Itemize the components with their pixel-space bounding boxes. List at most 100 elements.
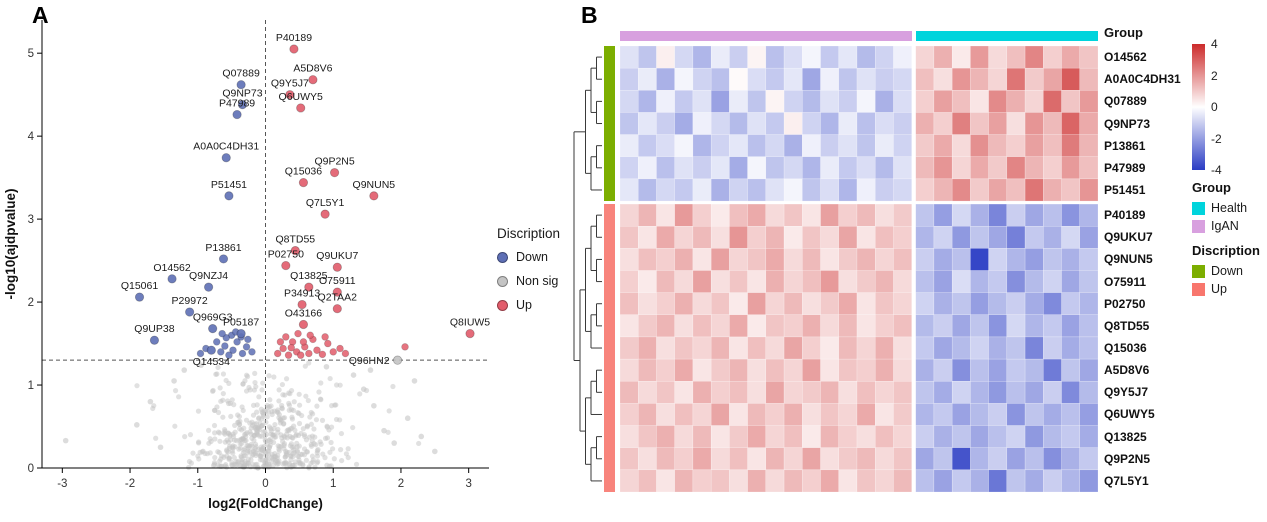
svg-text:Q15036: Q15036: [285, 166, 323, 178]
svg-text:P34913: P34913: [284, 288, 320, 300]
svg-text:Q07889: Q07889: [222, 68, 260, 80]
legend-item-igan: IgAN: [1192, 219, 1262, 233]
colorbar-tick-label: 4: [1211, 37, 1218, 51]
heatmap-row-label: Q13825: [1104, 429, 1147, 444]
svg-text:P29972: P29972: [172, 295, 208, 307]
health-annotation-segment: [915, 31, 1098, 41]
legend-item-health: Health: [1192, 201, 1262, 215]
legend-label-down: Down: [516, 250, 548, 264]
heatmap-row-label: P51451: [1104, 182, 1146, 197]
svg-text:3: 3: [465, 478, 471, 490]
svg-text:Q2TAA2: Q2TAA2: [318, 292, 358, 304]
row-annotation-bar: [604, 46, 615, 492]
heatmap-row-label: Q8TD55: [1104, 318, 1150, 333]
heatmap-row-label: Q6UWY5: [1104, 407, 1155, 422]
down-swatch-icon: [497, 251, 508, 263]
svg-text:O43166: O43166: [285, 307, 323, 319]
svg-text:P40189: P40189: [276, 32, 312, 44]
nonsig-swatch-icon: [497, 275, 508, 287]
svg-text:Q96HN2: Q96HN2: [349, 355, 390, 367]
svg-text:0: 0: [28, 463, 34, 475]
heatmap-row-label: Q9P2N5: [1104, 451, 1151, 466]
heatmap-legends: Group Health IgAN Discription Down Up: [1192, 180, 1262, 300]
svg-text:P51451: P51451: [211, 179, 247, 191]
svg-text:-log10(ajdpvalue): -log10(ajdpvalue): [3, 188, 18, 299]
svg-text:A0A0C4DH31: A0A0C4DH31: [193, 141, 259, 153]
svg-text:Q9NUN5: Q9NUN5: [353, 179, 396, 191]
heatmap-row-label: P40189: [1104, 208, 1146, 223]
svg-text:log2(FoldChange): log2(FoldChange): [208, 496, 323, 511]
panel-b-label: B: [581, 2, 598, 28]
svg-text:1: 1: [28, 380, 34, 392]
legend-item-hm-down: Down: [1192, 264, 1262, 278]
svg-text:-3: -3: [57, 478, 67, 490]
svg-text:Q9Y5J7: Q9Y5J7: [271, 78, 309, 90]
svg-text:Q9P2N5: Q9P2N5: [314, 156, 354, 168]
heatmap-row-label: Q7L5Y1: [1104, 473, 1149, 488]
group-annotation-title: Group: [1104, 25, 1143, 40]
svg-text:Q9UKU7: Q9UKU7: [316, 250, 358, 262]
heatmap-row-label: Q07889: [1104, 94, 1147, 109]
heatmap-row-label: P47989: [1104, 160, 1146, 175]
row-dendrogram: [573, 56, 602, 482]
group-legend-title: Group: [1192, 180, 1231, 195]
up-swatch-icon: [497, 299, 508, 311]
svg-text:Q9NP73: Q9NP73: [222, 88, 262, 100]
svg-text:Q969G3: Q969G3: [193, 312, 233, 324]
svg-text:Q9UP38: Q9UP38: [134, 323, 174, 335]
volcano-legend: Discription Down Non sig Up: [497, 226, 560, 322]
heatmap-grid: [620, 46, 1098, 492]
svg-text:3: 3: [28, 214, 34, 226]
svg-text:2: 2: [398, 478, 404, 490]
legend-label-igan: IgAN: [1211, 219, 1239, 233]
svg-text:P05187: P05187: [223, 317, 259, 329]
legend-label-nonsig: Non sig: [516, 274, 559, 288]
down-annotation-segment: [604, 46, 615, 202]
heatmap-row-label: O75911: [1104, 274, 1147, 289]
colorbar-tick-label: -2: [1211, 131, 1222, 146]
heatmap-row-label: O14562: [1104, 50, 1147, 65]
heatmap-row-label: Q9UKU7: [1104, 230, 1153, 245]
svg-text:P02750: P02750: [268, 249, 304, 261]
legend-label-up: Up: [516, 298, 532, 312]
heatmap-row-label: P13861: [1104, 138, 1146, 153]
down-hm-swatch-icon: [1192, 264, 1205, 278]
svg-text:0: 0: [262, 478, 268, 490]
svg-text:1: 1: [330, 478, 336, 490]
legend-item-nonsig: Non sig: [497, 274, 560, 288]
heatmap-row-label: A0A0C4DH31: [1104, 72, 1181, 87]
svg-text:O75911: O75911: [319, 275, 356, 287]
heatmap-row-label: A5D8V6: [1104, 363, 1150, 378]
discription-legend-title: Discription: [1192, 243, 1260, 258]
svg-text:Q8IUW5: Q8IUW5: [450, 317, 490, 329]
svg-text:O14562: O14562: [153, 262, 191, 274]
up-hm-swatch-icon: [1192, 282, 1205, 296]
panel-a-label: A: [32, 2, 49, 28]
legend-item-down: Down: [497, 250, 560, 264]
column-annotation-bar: [620, 31, 1098, 41]
svg-text:Q14534: Q14534: [193, 356, 231, 368]
heatmap-row-label: Q9NP73: [1104, 116, 1151, 131]
svg-text:2: 2: [28, 297, 34, 309]
svg-text:P13861: P13861: [205, 242, 241, 254]
svg-text:Q13825: Q13825: [290, 270, 328, 282]
igan-annotation-segment: [620, 31, 912, 41]
legend-item-hm-up: Up: [1192, 282, 1262, 296]
heatmap-row-label: Q9Y5J7: [1104, 385, 1149, 400]
heatmap-row-label: Q15036: [1104, 341, 1147, 356]
colorbar-tick-label: 0: [1211, 100, 1218, 114]
legend-label-hm-up: Up: [1211, 282, 1227, 296]
legend-label-health: Health: [1211, 201, 1248, 215]
svg-text:A5D8V6: A5D8V6: [293, 63, 332, 75]
health-swatch-icon: [1192, 201, 1205, 215]
svg-text:-1: -1: [193, 478, 203, 490]
up-annotation-segment: [604, 204, 615, 492]
colorbar: [1192, 44, 1205, 170]
colorbar-tick-label: -4: [1211, 163, 1222, 177]
legend-label-hm-down: Down: [1211, 264, 1243, 278]
svg-text:5: 5: [28, 48, 34, 60]
heatmap-row-label: P02750: [1104, 296, 1146, 311]
svg-text:Q9NZJ4: Q9NZJ4: [189, 270, 228, 282]
